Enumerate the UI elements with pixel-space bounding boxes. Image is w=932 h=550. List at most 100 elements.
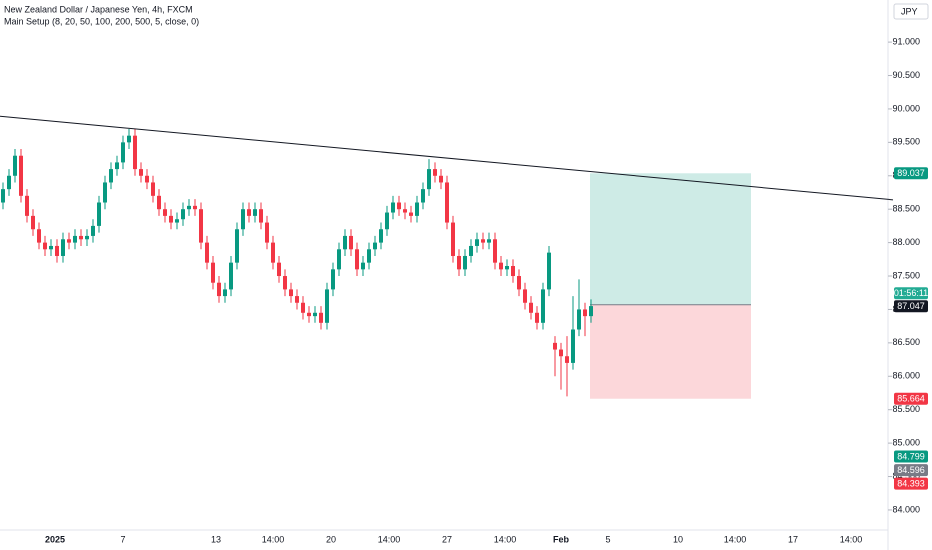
candle-body	[97, 202, 101, 226]
y-tick-label: 86.000	[892, 371, 920, 381]
candle-body	[265, 222, 269, 243]
candle-body	[313, 312, 317, 317]
candle-body	[409, 212, 413, 216]
x-tick-label: 14:00	[840, 534, 863, 544]
candle-body	[217, 282, 221, 297]
candle-body	[109, 169, 113, 183]
y-tick-label: 88.000	[892, 237, 920, 247]
candle-body	[427, 169, 431, 190]
candle-body	[559, 349, 563, 357]
candle-body	[583, 309, 587, 317]
trend-line	[0, 115, 894, 201]
x-tick-label: 27	[442, 534, 452, 544]
candle-body	[307, 312, 311, 317]
y-tick-label: 85.500	[892, 404, 920, 414]
x-tick-label: 14:00	[262, 534, 285, 544]
countdown-bg	[894, 287, 928, 300]
y-tick-label: 86.500	[892, 337, 920, 347]
candle-body	[73, 235, 77, 243]
candle-body	[133, 135, 137, 170]
price-label: 84.393	[897, 479, 925, 489]
price-label-bg	[894, 450, 928, 463]
candle-body	[19, 155, 23, 196]
candle-body	[283, 276, 287, 290]
candle-body	[289, 289, 293, 297]
x-tick-label: 5	[605, 534, 610, 544]
price-label: 85.664	[897, 394, 925, 404]
candle-body	[211, 262, 215, 283]
candle-body	[55, 245, 59, 256]
price-label-bg	[894, 464, 928, 477]
candle-body	[487, 239, 491, 243]
candle-body	[529, 302, 533, 313]
candle-body	[235, 229, 239, 263]
candle-body	[43, 242, 47, 250]
candle-body	[31, 215, 35, 230]
candle-body	[415, 202, 419, 216]
candle-body	[145, 175, 149, 183]
candle-body	[517, 276, 521, 290]
y-tick-label: 90.500	[892, 70, 920, 80]
candle-body	[385, 212, 389, 230]
candle-body	[475, 239, 479, 246]
y-tick-label: 89.500	[892, 137, 920, 147]
candle-body	[139, 169, 143, 176]
candle-body	[175, 219, 179, 223]
candle-body	[121, 142, 125, 163]
y-tick-label: 84.000	[892, 504, 920, 514]
price-label-bg	[894, 300, 928, 313]
candle-body	[241, 209, 245, 230]
candle-body	[151, 182, 155, 196]
candle-body	[571, 329, 575, 363]
candle-body	[61, 239, 65, 256]
candle-body	[25, 195, 29, 216]
candle-body	[79, 235, 83, 240]
candle-body	[85, 235, 89, 240]
candle-body	[259, 209, 263, 223]
candle-body	[343, 235, 347, 250]
candle-body	[325, 289, 329, 323]
candle-body	[361, 262, 365, 270]
candle-body	[157, 195, 161, 210]
price-label-bg	[894, 477, 928, 490]
candle-body	[367, 249, 371, 263]
x-tick-label: 17	[788, 534, 798, 544]
candle-body	[223, 289, 227, 297]
candle-body	[511, 266, 515, 277]
candle-body	[565, 356, 569, 363]
x-tick-label: 2025	[45, 534, 65, 544]
candle-body	[505, 266, 509, 270]
candle-body	[523, 289, 527, 303]
countdown: 01:56:11	[894, 288, 928, 298]
profit-zone	[590, 173, 751, 305]
candle-body	[433, 169, 437, 176]
candle-body	[481, 239, 485, 243]
candle-body	[199, 209, 203, 243]
candle-body	[397, 202, 401, 210]
x-tick-label: 20	[326, 534, 336, 544]
candle-body	[403, 209, 407, 213]
candle-body	[457, 255, 461, 270]
indicator-label: Main Setup (8, 20, 50, 100, 200, 500, 5,…	[4, 16, 199, 26]
y-tick-label: 90.000	[892, 103, 920, 113]
x-tick-label: 14:00	[494, 534, 517, 544]
candle-body	[163, 209, 167, 216]
currency-button[interactable]	[893, 3, 929, 20]
candle-body	[127, 135, 131, 143]
candle-body	[421, 189, 425, 203]
candle-body	[193, 205, 197, 210]
candle-body	[253, 209, 257, 216]
candle-body	[331, 269, 335, 290]
candle-body	[7, 175, 11, 190]
candle-body	[37, 229, 41, 243]
candle-body	[1, 189, 5, 203]
candle-body	[337, 249, 341, 270]
x-tick-label: 13	[211, 534, 221, 544]
x-tick-label: 14:00	[378, 534, 401, 544]
candle-body	[469, 245, 473, 256]
price-label-bg	[894, 392, 928, 405]
y-tick-label: 88.500	[892, 204, 920, 214]
candle-body	[391, 202, 395, 213]
